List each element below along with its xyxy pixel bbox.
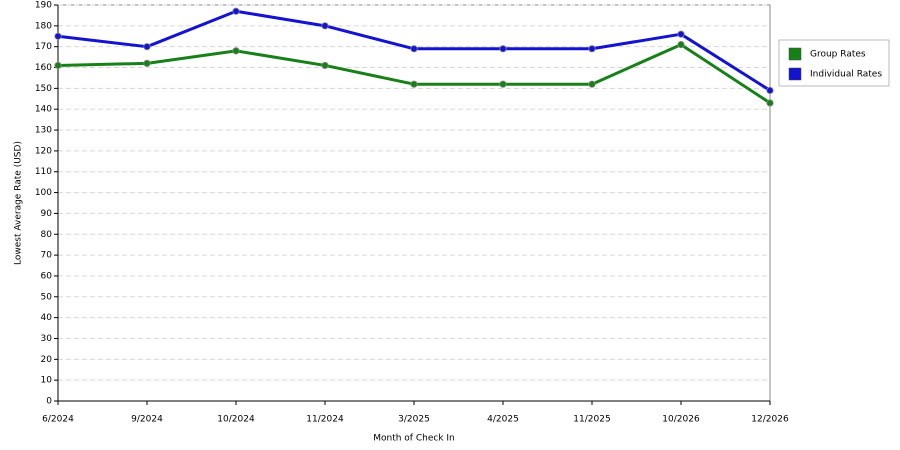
x-axis-label: Month of Check In (373, 434, 455, 444)
legend-swatch (788, 47, 802, 61)
y-tick-label: 100 (35, 188, 52, 198)
x-tick-label: 3/2025 (398, 415, 430, 425)
y-tick-label: 90 (41, 209, 53, 219)
point (321, 22, 329, 30)
x-tick-label: 12/2026 (751, 415, 789, 425)
y-axis-label: Lowest Average Rate (USD) (14, 141, 24, 265)
y-tick-label: 150 (35, 84, 52, 94)
y-tick-label: 160 (35, 63, 52, 73)
point (499, 45, 507, 53)
y-tick-label: 170 (35, 42, 52, 52)
plot-area (57, 4, 771, 402)
x-tick-label: 10/2026 (662, 415, 700, 425)
y-tick-label: 50 (41, 292, 53, 302)
x-tick-label: 10/2024 (217, 415, 255, 425)
y-tick-label: 140 (35, 105, 52, 115)
point (410, 80, 418, 88)
point (54, 32, 62, 40)
y-tick-label: 80 (41, 230, 53, 240)
point (677, 40, 685, 49)
x-tick-label: 6/2024 (42, 415, 74, 425)
legend-label: Group Rates (810, 50, 866, 60)
y-tick-label: 10 (41, 376, 53, 386)
point (143, 59, 151, 67)
x-tick-label: 9/2024 (131, 415, 163, 425)
point (232, 47, 240, 55)
point (677, 30, 685, 38)
y-tick-label: 120 (35, 146, 52, 156)
point (588, 80, 596, 88)
y-tick-label: 60 (41, 271, 53, 281)
y-tick-label: 0 (46, 397, 52, 407)
x-tick-label: 4/2025 (487, 415, 519, 425)
point (232, 7, 240, 15)
point (410, 45, 418, 53)
point (766, 99, 774, 107)
y-tick-label: 30 (41, 334, 53, 344)
point (143, 43, 151, 51)
y-tick-label: 180 (35, 21, 52, 31)
point (499, 80, 507, 88)
legend-label: Individual Rates (810, 70, 882, 80)
point (766, 86, 774, 95)
point (54, 61, 62, 70)
y-tick-label: 70 (41, 251, 53, 261)
y-tick-label: 130 (35, 126, 52, 136)
point (321, 61, 329, 70)
y-tick-label: 40 (41, 313, 53, 323)
y-tick-label: 110 (35, 167, 52, 177)
point (588, 45, 596, 53)
x-tick-label: 11/2025 (573, 415, 610, 425)
x-tick-label: 11/2024 (306, 415, 344, 425)
legend-swatch (788, 67, 802, 81)
y-tick-label: 20 (41, 355, 53, 365)
y-tick-label: 190 (35, 1, 52, 11)
